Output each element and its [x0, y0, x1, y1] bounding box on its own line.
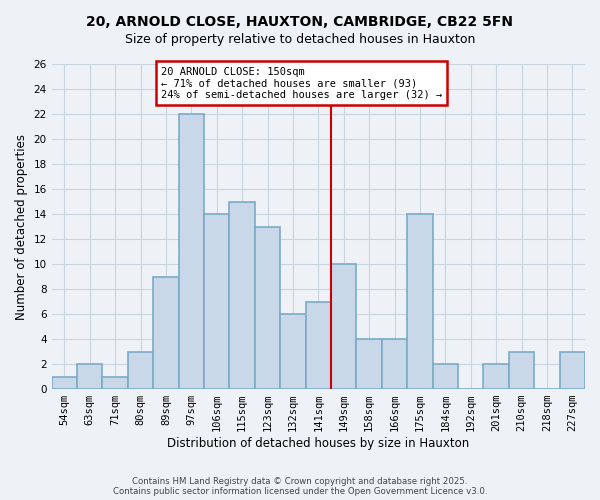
Bar [433, 364, 458, 389]
Bar [509, 352, 534, 389]
Text: 20, ARNOLD CLOSE, HAUXTON, CAMBRIDGE, CB22 5FN: 20, ARNOLD CLOSE, HAUXTON, CAMBRIDGE, CB… [86, 15, 514, 29]
Y-axis label: Number of detached properties: Number of detached properties [15, 134, 28, 320]
Bar [52, 376, 77, 389]
Bar [255, 226, 280, 389]
Bar [77, 364, 103, 389]
Bar [407, 214, 433, 389]
Bar [305, 302, 331, 389]
Text: Size of property relative to detached houses in Hauxton: Size of property relative to detached ho… [125, 32, 475, 46]
Bar [331, 264, 356, 389]
Bar [229, 202, 255, 389]
Bar [484, 364, 509, 389]
Bar [356, 339, 382, 389]
Text: Contains public sector information licensed under the Open Government Licence v3: Contains public sector information licen… [113, 487, 487, 496]
X-axis label: Distribution of detached houses by size in Hauxton: Distribution of detached houses by size … [167, 437, 469, 450]
Bar [103, 376, 128, 389]
Bar [560, 352, 585, 389]
Bar [382, 339, 407, 389]
Text: 20 ARNOLD CLOSE: 150sqm
← 71% of detached houses are smaller (93)
24% of semi-de: 20 ARNOLD CLOSE: 150sqm ← 71% of detache… [161, 66, 442, 100]
Bar [179, 114, 204, 389]
Bar [280, 314, 305, 389]
Bar [153, 276, 179, 389]
Bar [204, 214, 229, 389]
Bar [128, 352, 153, 389]
Text: Contains HM Land Registry data © Crown copyright and database right 2025.: Contains HM Land Registry data © Crown c… [132, 477, 468, 486]
